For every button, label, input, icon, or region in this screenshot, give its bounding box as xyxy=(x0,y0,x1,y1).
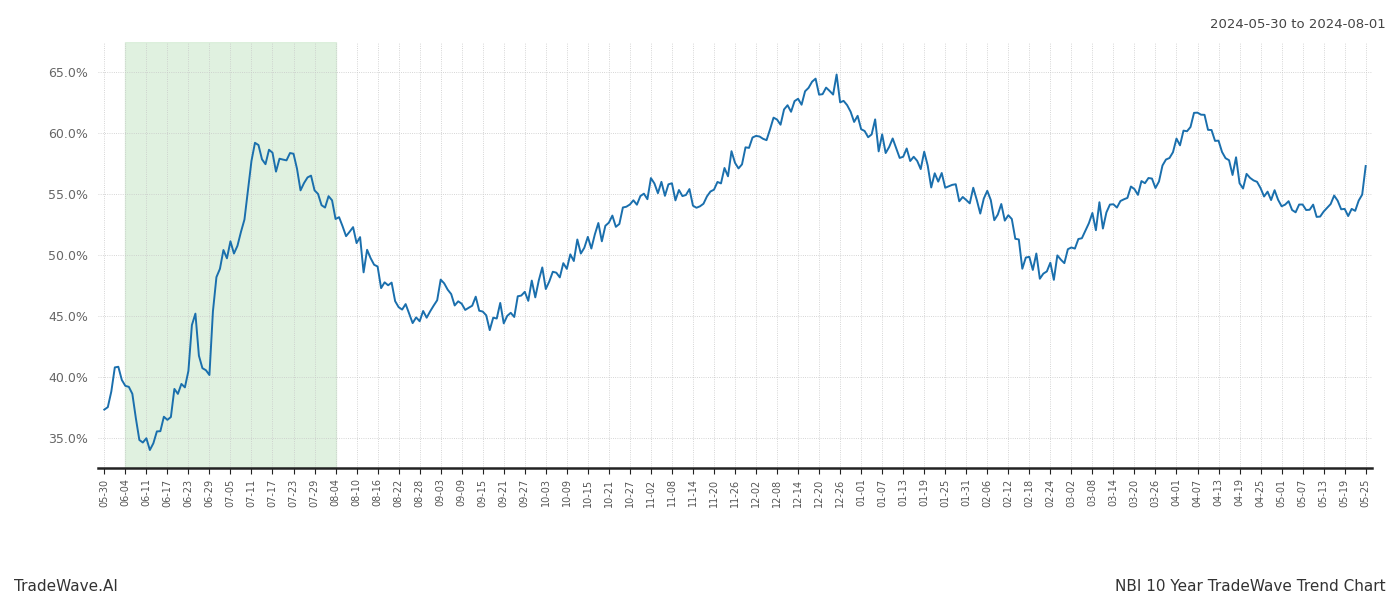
Text: TradeWave.AI: TradeWave.AI xyxy=(14,579,118,594)
Text: NBI 10 Year TradeWave Trend Chart: NBI 10 Year TradeWave Trend Chart xyxy=(1116,579,1386,594)
Text: 2024-05-30 to 2024-08-01: 2024-05-30 to 2024-08-01 xyxy=(1210,18,1386,31)
Bar xyxy=(126,42,336,468)
